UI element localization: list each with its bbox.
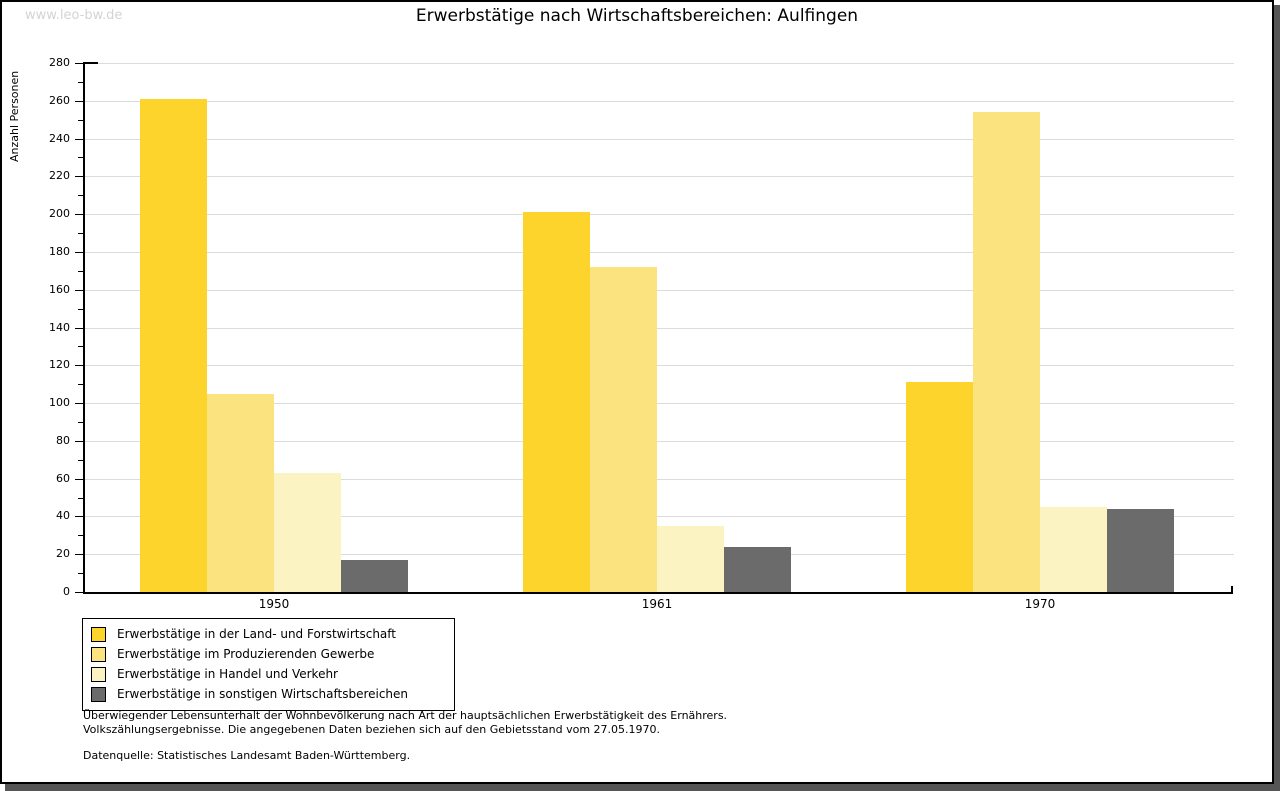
gridline: [83, 327, 1234, 329]
gridline: [83, 100, 1234, 102]
y-axis-line: [83, 63, 85, 594]
watermark: www.leo-bw.de: [25, 8, 123, 23]
plot-area: 1950 1961 1970 0 20 40 60 80 100 120 140 160 180 200 2…: [2, 2, 1272, 782]
bar-1970-series-4: [1107, 508, 1174, 592]
y-tick-label: 220: [49, 169, 70, 183]
legend: Erwerbstätige in der Land- und Forstwirt…: [82, 618, 455, 711]
y-tick-label: 20: [56, 547, 70, 561]
y-tick-label: 140: [49, 320, 70, 334]
gridline: [83, 251, 1234, 253]
y-tick-label: 280: [49, 56, 70, 69]
y-tick-label: 120: [49, 358, 70, 372]
gridline: [83, 214, 1234, 216]
y-major-tick: [75, 327, 83, 329]
bar-1970-series-3: [1040, 506, 1107, 592]
y-minor-tick: [78, 346, 83, 348]
gridline: [83, 176, 1234, 178]
y-major-tick: [75, 100, 83, 102]
footer-line-2: Volkszählungsergebnisse. Die angegebenen…: [83, 722, 661, 736]
bar-1970-series-2: [973, 112, 1040, 592]
chart-title: Erwerbstätige nach Wirtschaftsbereichen:…: [415, 6, 859, 26]
legend-row-2: Erwerbstätige im Produzierenden Gewerbe: [91, 644, 454, 664]
gridline: [83, 63, 1234, 64]
footer-source: Datenquelle: Statistisches Landesamt Bad…: [83, 749, 411, 762]
y-minor-tick: [78, 535, 83, 537]
bar-1961-series-3: [657, 525, 724, 592]
y-tick-label: 60: [56, 471, 70, 485]
legend-row-1: Erwerbstätige in der Land- und Forstwirt…: [91, 624, 454, 644]
y-major-tick: [75, 176, 83, 178]
y-major-tick: [75, 403, 83, 405]
y-tick-label: 0: [63, 585, 70, 598]
bar-1961-series-2: [590, 267, 657, 592]
bar-1950-series-3: [274, 472, 341, 592]
y-minor-tick: [78, 497, 83, 499]
bar-1950-series-2: [207, 393, 274, 592]
y-major-tick: [75, 251, 83, 253]
gridline: [83, 403, 1234, 405]
legend-swatch-icon: [91, 626, 106, 642]
y-minor-tick: [78, 459, 83, 461]
legend-swatch-icon: [91, 666, 106, 682]
y-major-tick: [75, 365, 83, 367]
x-axis-line: [83, 592, 1233, 594]
y-tick-label: 200: [49, 207, 70, 221]
legend-label: Erwerbstätige im Produzierenden Gewerbe: [117, 647, 375, 661]
legend-label: Erwerbstätige in sonstigen Wirtschaftsbe…: [117, 687, 409, 701]
y-major-tick: [75, 289, 83, 291]
y-minor-tick: [78, 233, 83, 235]
y-major-tick: [75, 138, 83, 140]
y-tick-label: 180: [49, 244, 70, 258]
x-tick-label: 1970: [1024, 597, 1056, 611]
gridline: [83, 440, 1234, 442]
y-minor-tick: [78, 421, 83, 423]
bar-1950-series-4: [341, 559, 408, 592]
y-minor-tick: [78, 119, 83, 121]
y-minor-tick: [78, 573, 83, 575]
y-major-tick: [75, 554, 83, 556]
legend-row-4: Erwerbstätige in sonstigen Wirtschaftsbe…: [91, 684, 454, 704]
bar-1950-series-1: [140, 98, 207, 592]
y-major-tick: [75, 592, 83, 593]
gridline: [83, 478, 1234, 480]
y-major-tick: [75, 63, 83, 64]
footer: Überwiegender Lebensunterhalt der Wohnbe…: [83, 709, 727, 763]
frame-shadow-bottom: [5, 784, 1280, 791]
y-tick-label: 100: [49, 396, 70, 410]
legend-swatch-icon: [91, 646, 106, 662]
y-minor-tick: [78, 195, 83, 197]
gridline: [83, 516, 1234, 518]
y-tick-label: 260: [49, 93, 70, 107]
legend-row-3: Erwerbstätige in Handel und Verkehr: [91, 664, 454, 684]
gridline: [83, 289, 1234, 291]
x-tick-label: 1950: [258, 597, 290, 611]
y-major-tick: [75, 440, 83, 442]
y-minor-tick: [78, 81, 83, 83]
y-axis-top-cap: [83, 62, 98, 64]
y-major-tick: [75, 478, 83, 480]
gridline: [83, 138, 1234, 140]
y-tick-label: 160: [49, 282, 70, 296]
frame-shadow-right: [1274, 5, 1280, 791]
footer-line-1: Überwiegender Lebensunterhalt der Wohnbe…: [83, 709, 728, 722]
legend-label: Erwerbstätige in der Land- und Forstwirt…: [117, 627, 396, 641]
y-tick-label: 40: [56, 509, 70, 523]
y-major-tick: [75, 516, 83, 518]
y-minor-tick: [78, 384, 83, 386]
bar-1970-series-1: [906, 382, 973, 592]
bar-1961-series-1: [523, 212, 590, 592]
legend-label: Erwerbstätige in Handel und Verkehr: [117, 667, 338, 681]
bar-1961-series-4: [724, 546, 791, 592]
y-minor-tick: [78, 308, 83, 310]
y-major-tick: [75, 214, 83, 216]
y-tick-label: 80: [56, 433, 70, 447]
x-tick-label: 1961: [641, 597, 673, 611]
x-axis-end-cap: [1231, 586, 1233, 594]
y-minor-tick: [78, 270, 83, 272]
y-minor-tick: [78, 157, 83, 159]
legend-swatch-icon: [91, 686, 106, 702]
gridline: [83, 365, 1234, 367]
y-tick-label: 240: [49, 131, 70, 145]
